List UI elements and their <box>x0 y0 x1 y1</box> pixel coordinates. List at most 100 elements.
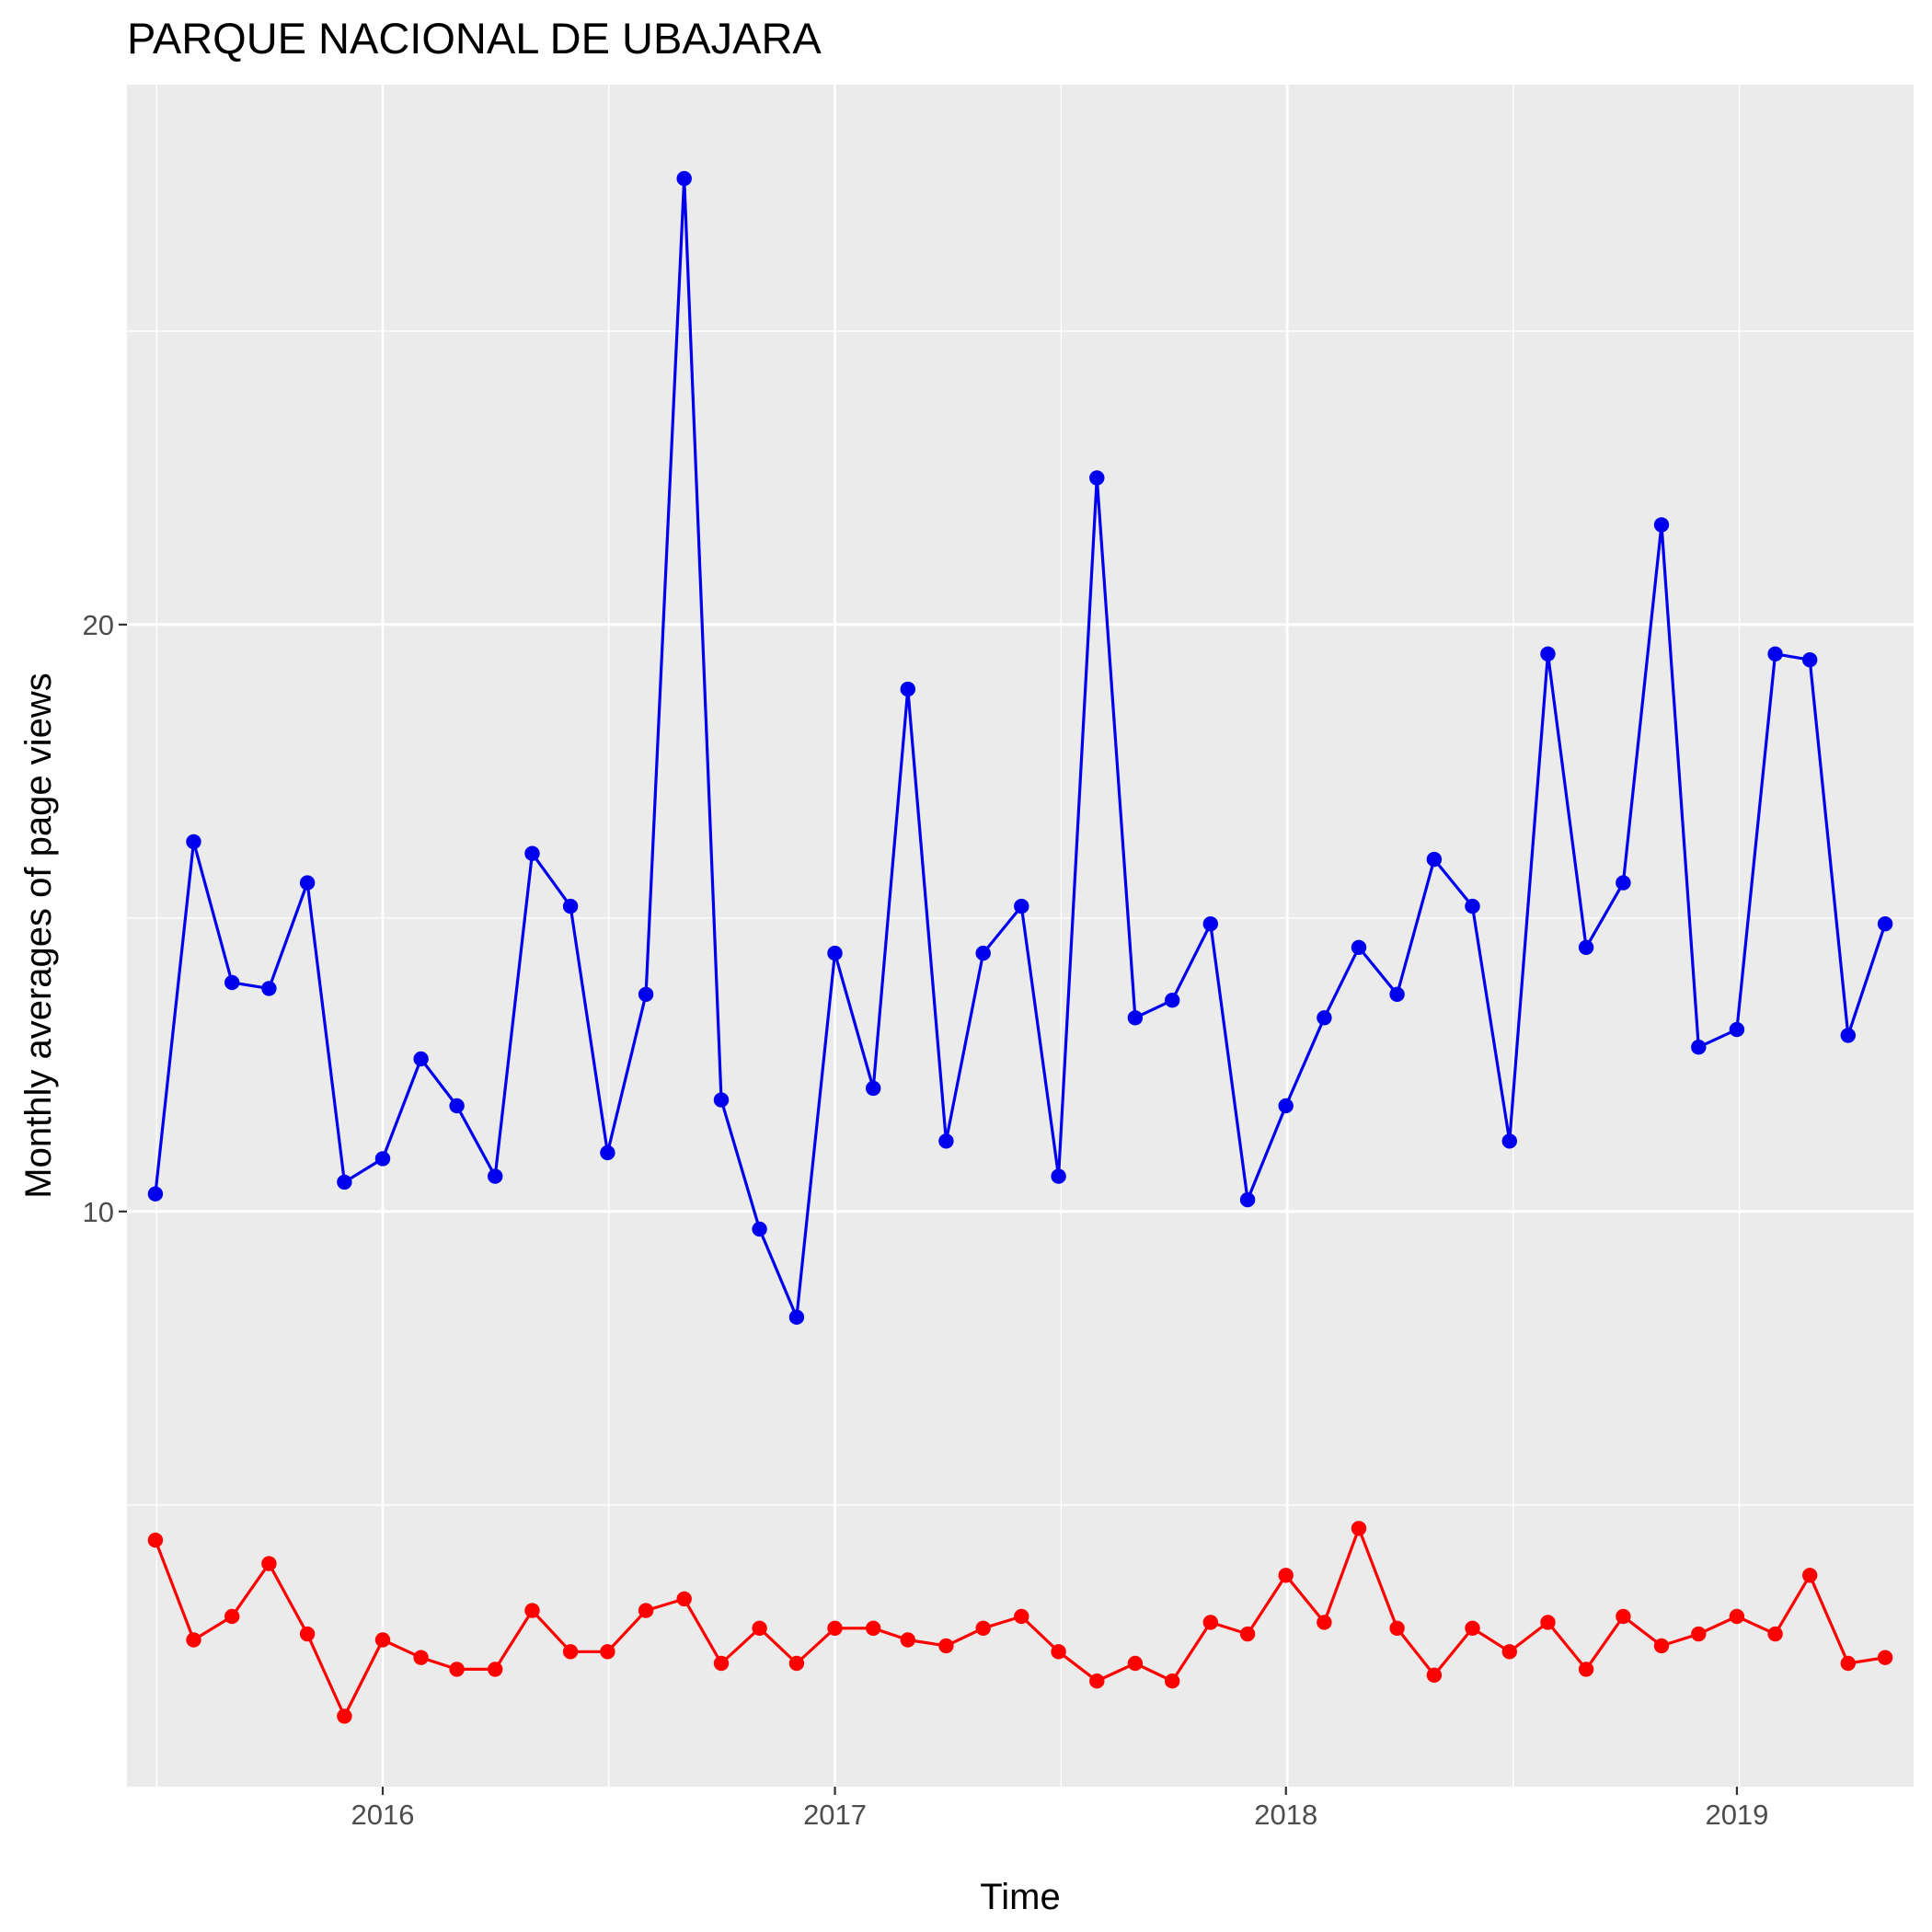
data-point <box>1278 1098 1294 1114</box>
data-point <box>1540 1615 1556 1630</box>
data-point <box>938 1638 954 1654</box>
data-point <box>524 1603 540 1618</box>
data-point <box>1501 1133 1518 1149</box>
data-point <box>752 1620 767 1637</box>
data-point <box>713 1655 730 1672</box>
data-point <box>1767 646 1783 661</box>
data-point <box>374 1151 391 1167</box>
data-point <box>1089 470 1105 486</box>
data-point <box>186 1632 201 1648</box>
data-point <box>1278 1568 1294 1583</box>
data-point <box>1691 1040 1707 1055</box>
data-point <box>975 1620 991 1637</box>
data-point <box>676 170 692 187</box>
data-point <box>1691 1626 1707 1642</box>
data-point <box>1877 1650 1893 1665</box>
data-point <box>1127 1010 1144 1026</box>
data-point <box>827 1620 843 1637</box>
data-point <box>1014 898 1029 914</box>
data-point <box>1877 916 1893 932</box>
data-point <box>1767 1626 1783 1642</box>
data-point <box>1202 916 1219 932</box>
data-point <box>299 1626 316 1642</box>
data-point <box>1051 1168 1066 1184</box>
data-point <box>1729 1608 1745 1625</box>
data-point <box>1578 1662 1594 1677</box>
plot-panel <box>127 85 1914 1787</box>
data-point <box>638 986 654 1003</box>
data-point <box>827 945 843 961</box>
data-point <box>488 1662 503 1677</box>
x-axis-title: Time <box>980 1877 1060 1917</box>
data-point <box>1351 939 1367 955</box>
data-point <box>337 1708 352 1724</box>
series-group <box>147 170 1893 1724</box>
data-point <box>1653 1638 1670 1654</box>
data-point <box>600 1144 615 1161</box>
data-point <box>1089 1673 1105 1689</box>
x-tick-label: 2018 <box>1254 1799 1317 1831</box>
data-point <box>1729 1021 1745 1038</box>
x-tick-label: 2017 <box>803 1799 867 1831</box>
data-point <box>1317 1010 1332 1026</box>
data-point <box>147 1532 164 1548</box>
data-point <box>1840 1655 1857 1672</box>
data-point <box>788 1655 805 1672</box>
data-point <box>1578 939 1594 955</box>
data-point <box>1239 1191 1256 1208</box>
data-point <box>1051 1644 1066 1660</box>
gridlines <box>127 85 1914 1787</box>
data-point <box>676 1591 692 1607</box>
chart-title: PARQUE NACIONAL DE UBAJARA <box>127 14 822 63</box>
y-axis-title: Monthly averages of page views <box>18 673 59 1198</box>
data-point <box>788 1309 805 1325</box>
data-point <box>1426 1667 1443 1684</box>
data-point <box>1165 1673 1180 1689</box>
data-point <box>337 1174 352 1190</box>
data-point <box>600 1644 615 1660</box>
data-point <box>413 1051 429 1067</box>
data-point <box>1351 1521 1367 1536</box>
data-point <box>1389 1620 1405 1637</box>
data-point <box>1389 986 1405 1003</box>
data-point <box>900 1632 915 1648</box>
data-point <box>224 974 240 991</box>
data-point <box>449 1098 465 1114</box>
series-0 <box>147 170 1893 1325</box>
data-point <box>1165 993 1180 1008</box>
data-point <box>261 981 277 996</box>
data-point <box>900 681 915 697</box>
data-point <box>413 1650 429 1665</box>
data-point <box>1802 652 1818 668</box>
y-tick-label: 20 <box>83 609 114 641</box>
y-tick-label: 10 <box>83 1196 114 1228</box>
data-point <box>1317 1615 1332 1630</box>
data-point <box>449 1662 465 1677</box>
data-point <box>938 1133 954 1149</box>
data-point <box>1540 646 1556 661</box>
data-point <box>1616 875 1631 891</box>
data-point <box>1465 1620 1480 1637</box>
data-point <box>1239 1626 1256 1642</box>
data-point <box>638 1603 654 1618</box>
series-1 <box>147 1521 1893 1724</box>
data-point <box>975 945 991 961</box>
data-point <box>186 834 201 850</box>
data-point <box>1840 1028 1857 1043</box>
data-point <box>299 875 316 891</box>
data-point <box>562 1644 579 1660</box>
data-point <box>1501 1644 1518 1660</box>
data-point <box>1014 1608 1029 1625</box>
data-point <box>713 1092 730 1108</box>
data-point <box>1653 517 1670 533</box>
data-point <box>1127 1655 1144 1672</box>
data-point <box>1202 1615 1219 1630</box>
data-point <box>562 898 579 914</box>
x-tick-label: 2019 <box>1705 1799 1768 1831</box>
data-point <box>1465 898 1480 914</box>
data-point <box>261 1556 277 1571</box>
data-point <box>866 1620 881 1637</box>
data-point <box>524 845 540 861</box>
axes: 10 20 2016 2017 2018 2019 <box>83 609 1769 1831</box>
